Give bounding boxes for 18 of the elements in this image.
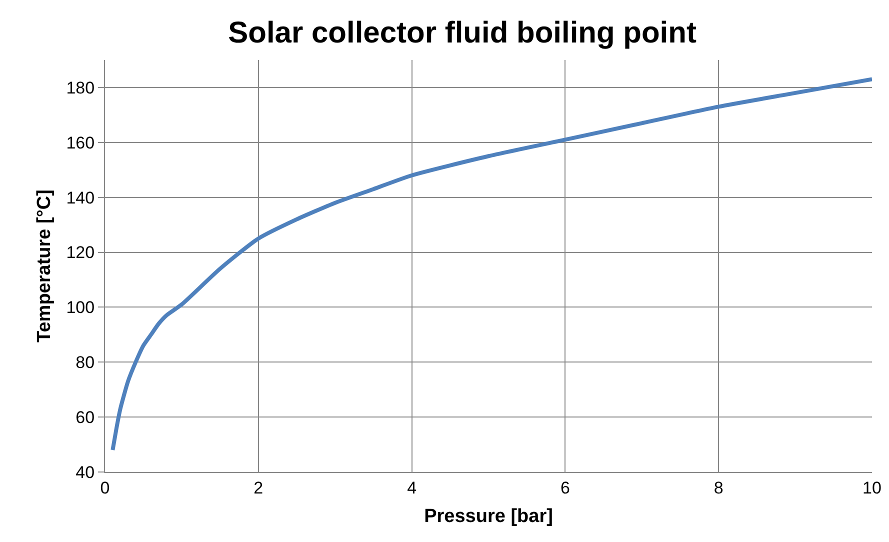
y-tick-label: 60	[76, 408, 95, 428]
x-tick-label: 2	[254, 478, 264, 498]
x-tick-label: 6	[560, 478, 570, 498]
x-tick-label: 8	[714, 478, 724, 498]
x-tick-label: 4	[407, 478, 417, 498]
y-tick-label: 180	[66, 78, 95, 98]
x-tick-label: 0	[100, 478, 110, 498]
x-tick-label: 10	[862, 478, 882, 498]
y-tick-label: 40	[76, 462, 95, 482]
chart-title: Solar collector fluid boiling point	[228, 16, 696, 50]
line-series	[110, 77, 872, 452]
y-tick-label: 160	[66, 133, 95, 152]
y-tick-label: 140	[66, 188, 95, 208]
y-tick-label: 100	[66, 298, 95, 318]
y-tick-label: 80	[76, 353, 95, 372]
x-axis-title: Pressure [bar]	[424, 506, 553, 528]
y-axis-title: Temperature [°C]	[34, 190, 56, 342]
y-tick-label: 120	[66, 243, 95, 262]
